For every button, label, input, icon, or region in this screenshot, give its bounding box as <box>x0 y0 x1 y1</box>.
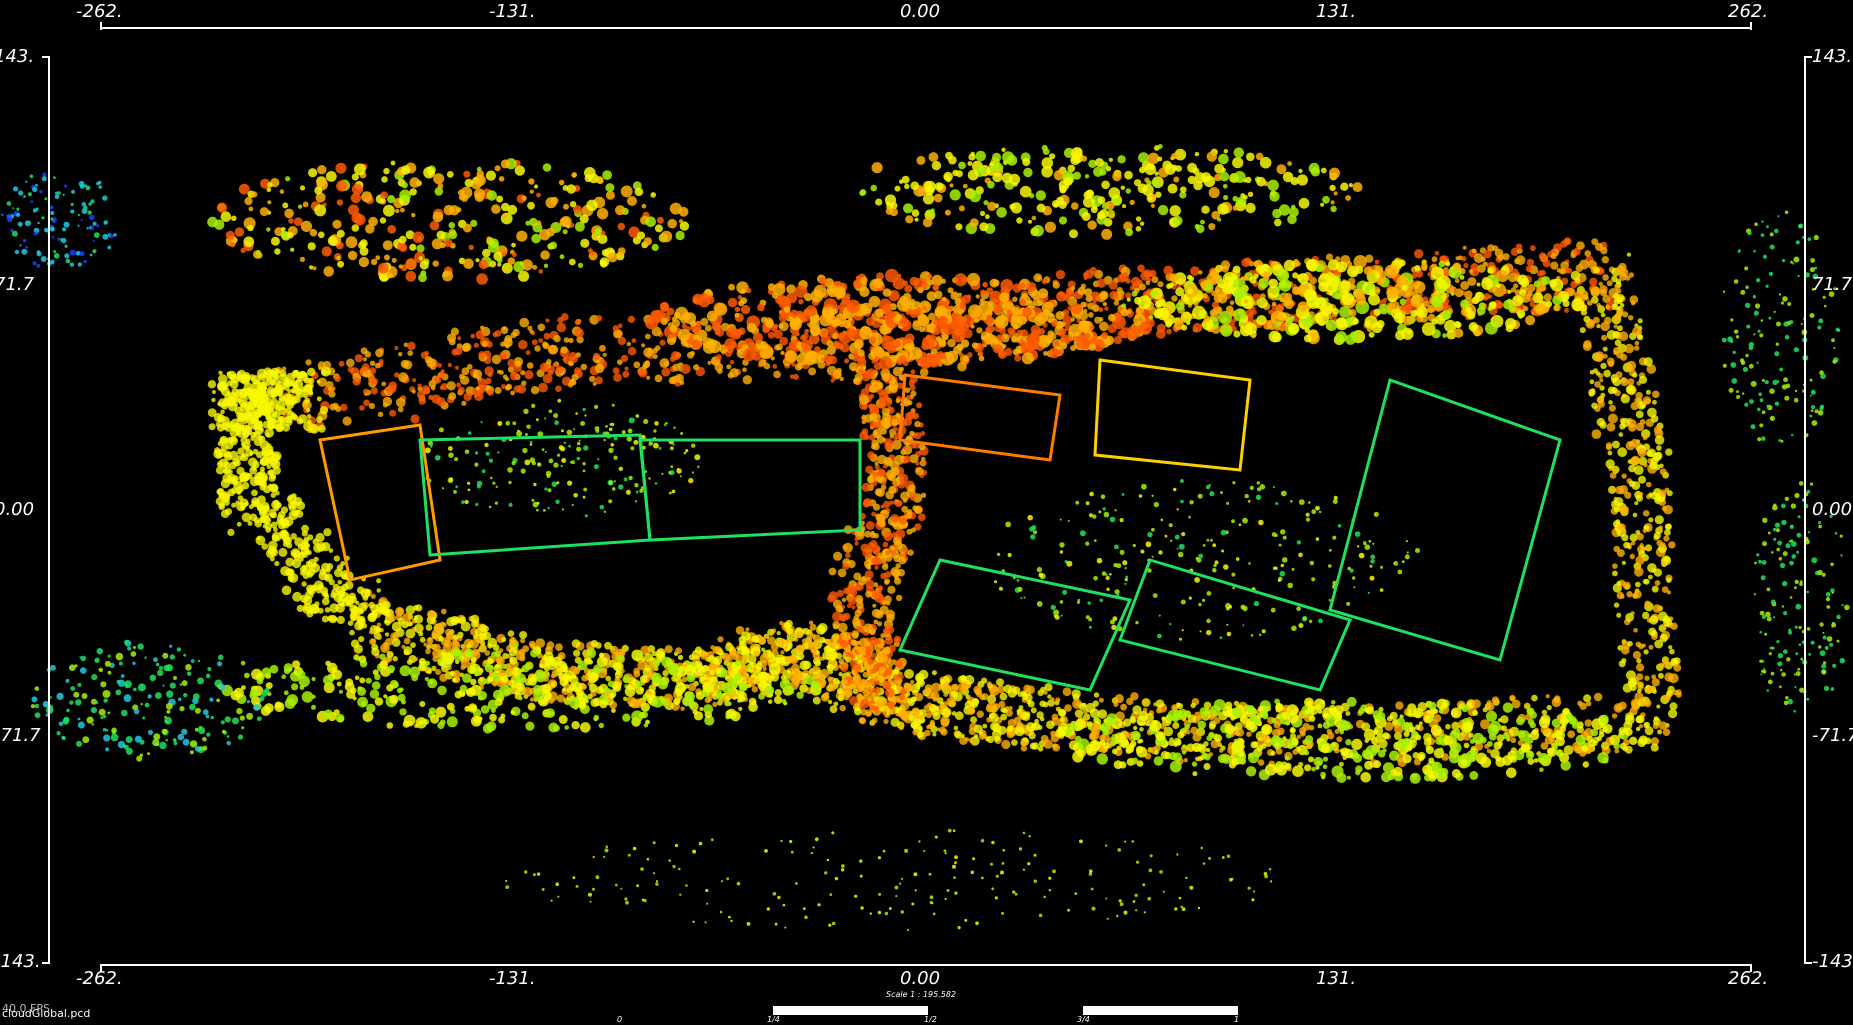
left-y-tick-2: 71.7 <box>0 274 35 295</box>
bottom-x-tick-5: 262. <box>1728 968 1769 989</box>
scale-fraction-3: 3/4 <box>1077 1015 1090 1024</box>
left-ruler-line <box>48 56 50 964</box>
scale-fraction-0: 0 <box>617 1015 623 1024</box>
scale-bar-seg-2 <box>773 1006 928 1015</box>
building-outlines <box>318 358 1562 692</box>
right-y-tick-2: 71.7 <box>1812 274 1853 295</box>
left-ruler-cap-bottom <box>42 962 50 964</box>
top-x-tick-1: -262. <box>76 1 123 22</box>
top-x-tick-3: 0.00 <box>900 1 941 22</box>
right-y-tick-3: 0.00 <box>1812 499 1853 520</box>
file-name-label: cloudGlobal.pcd <box>2 1007 91 1020</box>
right-ruler-cap-top <box>1804 56 1812 58</box>
bottom-x-tick-2: -131. <box>489 968 536 989</box>
bottom-ruler-cap-left <box>100 964 102 972</box>
left-y-tick-4: -71.7 <box>0 725 41 746</box>
right-ruler-cap-bottom <box>1804 962 1812 964</box>
left-ruler-cap-top <box>42 56 50 58</box>
bottom-ruler-cap-right <box>1750 964 1752 972</box>
fps-counter: 40.0 FPS <box>2 1002 50 1015</box>
scale-bar-seg-4 <box>1083 1006 1238 1015</box>
bottom-ruler-line <box>100 964 1752 966</box>
top-ruler-cap-right <box>1750 22 1752 30</box>
right-ruler-line <box>1804 56 1806 964</box>
top-x-tick-4: 131. <box>1316 1 1357 22</box>
scale-fraction-1: 1/4 <box>767 1015 780 1024</box>
scale-text: Scale 1 : 195.582 <box>886 990 957 999</box>
left-y-tick-1: 143. <box>0 46 35 67</box>
top-x-tick-2: -131. <box>489 1 536 22</box>
top-ruler-line <box>100 27 1752 29</box>
scale-bar-seg-3 <box>928 1006 1083 1015</box>
scale-fraction-4: 1 <box>1234 1015 1240 1024</box>
bottom-x-tick-1: -262. <box>76 968 123 989</box>
point-cloud-points <box>1 144 1850 932</box>
top-x-tick-5: 262. <box>1728 1 1769 22</box>
bottom-x-tick-4: 131. <box>1316 968 1357 989</box>
right-y-tick-5: -143. <box>1812 951 1853 972</box>
right-y-tick-1: 143. <box>1812 46 1853 67</box>
bottom-x-tick-3: 0.00 <box>900 968 941 989</box>
left-y-tick-3: 0.00 <box>0 499 35 520</box>
left-y-tick-5: -143. <box>0 951 41 972</box>
right-y-tick-4: -71.7 <box>1812 725 1853 746</box>
scale-bar-seg-1 <box>618 1006 773 1015</box>
top-ruler-cap-left <box>100 22 102 30</box>
scale-fraction-2: 1/2 <box>924 1015 937 1024</box>
